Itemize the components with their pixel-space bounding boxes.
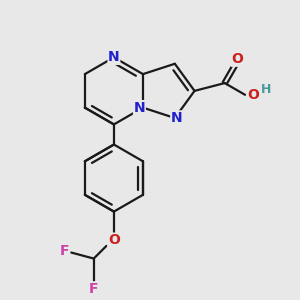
Text: F: F (60, 244, 69, 258)
Text: O: O (108, 233, 120, 247)
Text: O: O (248, 88, 260, 102)
Text: N: N (171, 111, 182, 125)
Text: H: H (261, 83, 271, 96)
Text: N: N (134, 100, 145, 115)
Text: F: F (89, 282, 98, 296)
Text: O: O (231, 52, 243, 66)
Text: N: N (108, 50, 120, 64)
